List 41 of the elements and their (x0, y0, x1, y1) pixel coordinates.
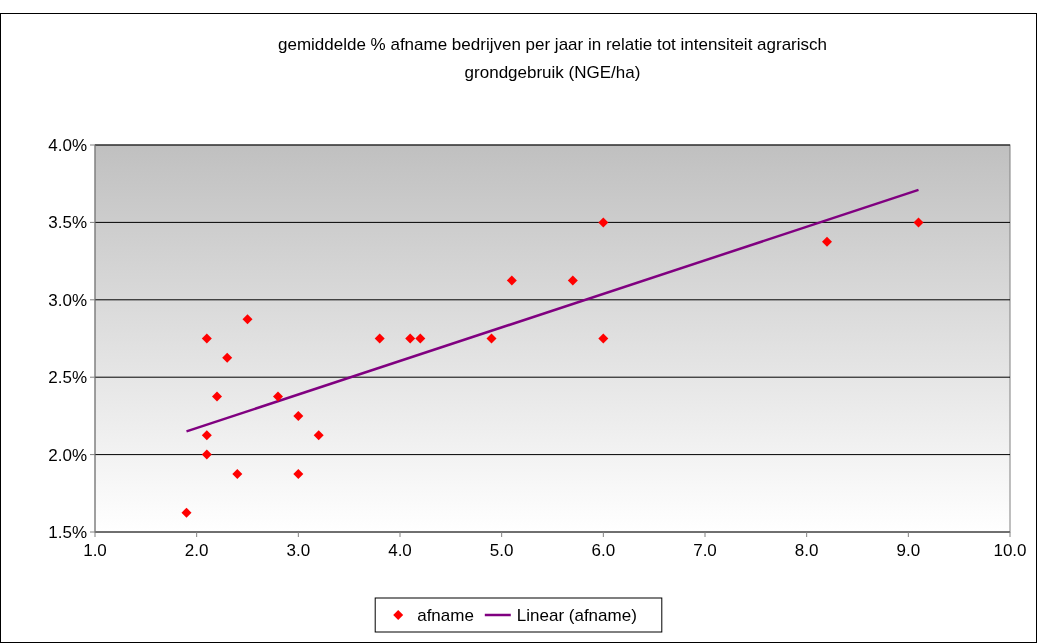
point (313, 430, 324, 441)
x-tick-label: 3.0 (286, 541, 311, 560)
x-tick-label: 9.0 (896, 541, 921, 560)
point (822, 236, 832, 247)
y-tick-label: 4.0% (48, 136, 87, 155)
point (273, 391, 283, 402)
point (293, 410, 304, 421)
y-tick-label: 1.5% (48, 523, 87, 542)
point (415, 333, 426, 344)
y-tick-label: 3.0% (48, 290, 87, 310)
legend-label: afname (417, 606, 474, 625)
point (598, 333, 609, 344)
point (567, 275, 578, 286)
y-tick-label: 3.5% (48, 213, 87, 233)
x-tick-label: 8.0 (794, 541, 819, 560)
x-tick-label: 4.0 (388, 541, 412, 560)
point (201, 449, 212, 460)
chart-title: gemiddelde % afname bedrijven per jaar in relatie tot intensiteit agrarisch grondgebruik (NGE/ha) (277, 35, 828, 82)
point (201, 430, 212, 441)
point (506, 275, 517, 286)
point (405, 333, 416, 344)
point (293, 468, 304, 479)
point (201, 333, 212, 344)
x-tick-label: 7.0 (693, 541, 717, 560)
legend-label: Linear (afname) (516, 606, 637, 625)
point (374, 333, 385, 344)
x-tick-label: 10.0 (993, 541, 1027, 560)
point (242, 314, 253, 325)
point (222, 352, 233, 363)
point (232, 468, 243, 479)
x-tick-label: 2.0 (184, 541, 209, 560)
point (212, 391, 222, 402)
y-tick-label: 2.5% (48, 368, 87, 388)
x-tick-label: 6.0 (591, 541, 616, 560)
point (486, 333, 497, 344)
point (181, 507, 192, 518)
point (598, 217, 609, 228)
y-tick-label: 2.0% (48, 445, 87, 465)
x-tick-label: 1.0 (83, 541, 107, 560)
point (913, 217, 924, 228)
x-tick-label: 5.0 (489, 541, 514, 560)
